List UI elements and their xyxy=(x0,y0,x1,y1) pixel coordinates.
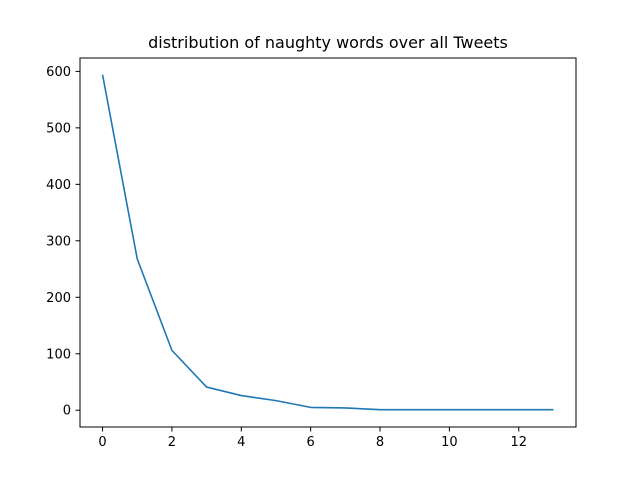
y-tick-label: 0 xyxy=(63,404,71,419)
y-tick-label: 300 xyxy=(46,234,71,249)
series-line xyxy=(101,74,554,411)
series-layer xyxy=(101,74,554,411)
chart-title: distribution of naughty words over all T… xyxy=(148,33,508,52)
y-tick-label: 600 xyxy=(46,65,71,80)
x-tick-label: 4 xyxy=(237,435,245,450)
x-tick-label: 10 xyxy=(441,435,458,450)
plot-area xyxy=(79,57,577,428)
x-tick-label: 2 xyxy=(168,435,176,450)
y-tick-label: 200 xyxy=(46,291,71,306)
axes-frame xyxy=(79,57,577,428)
x-axis: 0 2 4 6 8 10 12 xyxy=(98,427,527,450)
x-tick-label: 6 xyxy=(307,435,315,450)
y-axis: 0 100 200 300 400 500 600 xyxy=(46,65,80,419)
x-tick-label: 12 xyxy=(510,435,527,450)
y-tick-label: 400 xyxy=(46,178,71,193)
y-tick-label: 500 xyxy=(46,121,71,136)
x-tick-label: 0 xyxy=(98,435,106,450)
x-tick-label: 8 xyxy=(376,435,384,450)
y-tick-label: 100 xyxy=(46,347,71,362)
